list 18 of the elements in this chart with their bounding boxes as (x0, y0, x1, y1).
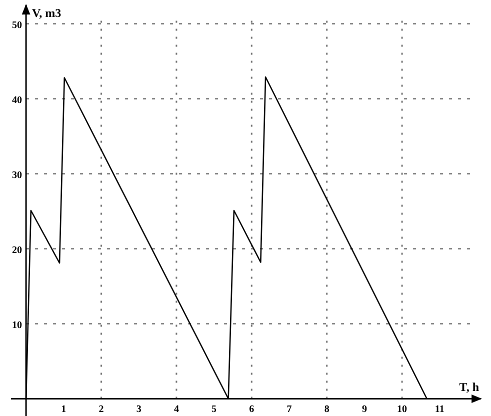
x-tick-label: 2 (98, 404, 104, 415)
x-tick-label: 11 (434, 404, 444, 415)
y-tick-label: 30 (12, 170, 22, 181)
y-axis-title: V, m3 (32, 6, 62, 20)
x-tick-label: 7 (286, 404, 292, 415)
y-tick-label: 20 (12, 244, 22, 256)
x-tick-label: 10 (397, 404, 408, 415)
x-tick-label: 9 (362, 404, 367, 415)
y-tick-label: 50 (12, 20, 22, 31)
x-tick-label: 5 (212, 404, 217, 415)
y-tick-label: 10 (12, 320, 22, 331)
x-tick-label: 8 (324, 404, 330, 415)
y-tick-label: 40 (12, 94, 22, 106)
x-tick-label: 4 (174, 404, 179, 415)
x-tick-label: 6 (249, 404, 254, 415)
x-axis-title: T, h (459, 380, 480, 394)
x-tick-label: 3 (136, 404, 142, 415)
x-tick-label: 1 (61, 404, 66, 415)
